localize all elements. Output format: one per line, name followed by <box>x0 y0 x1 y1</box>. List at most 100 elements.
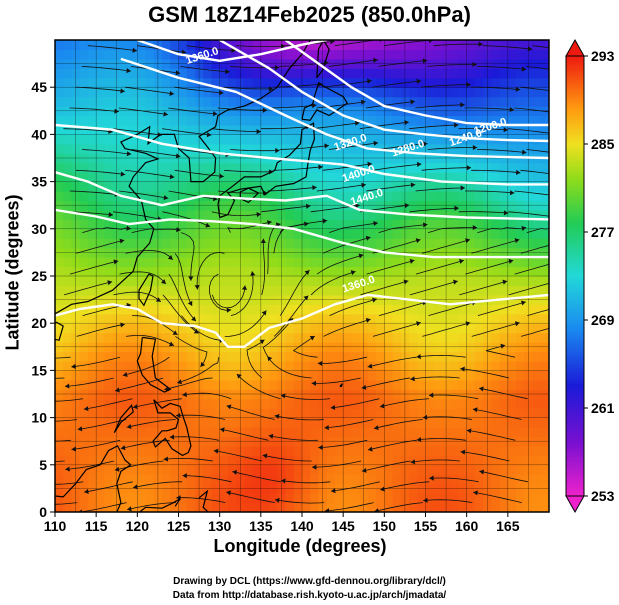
field-cell <box>334 209 344 220</box>
field-cell <box>433 68 443 79</box>
field-cell <box>186 153 196 164</box>
field-cell <box>96 219 105 230</box>
field-cell <box>343 502 352 512</box>
field-cell <box>483 200 492 211</box>
streamline-arrow <box>404 119 409 126</box>
field-cell <box>433 266 443 277</box>
field-cell <box>96 360 105 371</box>
field-cell <box>55 294 64 305</box>
field-cell <box>203 106 213 117</box>
field-cell <box>96 153 105 164</box>
field-cell <box>417 474 427 485</box>
field-cell <box>178 342 188 353</box>
field-cell <box>310 408 320 419</box>
field-cell <box>55 134 64 145</box>
field-cell <box>441 247 451 258</box>
field-cell <box>532 417 542 428</box>
field-cell <box>79 313 89 324</box>
field-cell <box>326 304 336 315</box>
field-cell <box>162 351 171 362</box>
streamline-arrow <box>521 66 527 72</box>
field-cell <box>112 436 122 447</box>
field-cell <box>194 172 204 183</box>
field-cell <box>269 285 278 296</box>
field-cell <box>334 445 344 456</box>
field-cell <box>310 360 320 371</box>
streamline-arrow <box>460 366 465 372</box>
field-cell <box>491 455 501 466</box>
field-cell <box>162 379 171 390</box>
field-cell <box>55 209 64 220</box>
streamline <box>267 186 317 192</box>
field-cell <box>499 360 509 371</box>
streamline-arrow <box>268 86 274 92</box>
field-cell <box>87 285 97 296</box>
coastline <box>55 40 349 512</box>
streamline <box>521 328 549 337</box>
field-cell <box>194 58 204 69</box>
streamline-arrow <box>379 403 385 409</box>
field-cell <box>219 115 229 126</box>
field-cell <box>524 219 534 230</box>
streamline <box>470 86 521 91</box>
streamline <box>532 45 549 49</box>
field-cell <box>400 464 410 475</box>
field-cell <box>450 304 460 315</box>
field-cell <box>219 106 229 117</box>
field-cell <box>351 181 361 192</box>
field-cell <box>417 502 427 512</box>
field-cell <box>318 68 328 79</box>
field-cell <box>540 247 549 258</box>
field-cell <box>87 389 97 400</box>
field-cell <box>359 398 369 409</box>
field-cell <box>236 153 245 164</box>
field-cell <box>450 323 460 334</box>
field-cell <box>269 106 278 117</box>
field-cell <box>170 436 180 447</box>
field-cell <box>219 228 229 239</box>
field-cell <box>178 304 188 315</box>
field-cell <box>343 276 352 287</box>
field-cell <box>137 257 147 268</box>
field-cell <box>417 483 427 494</box>
field-cell <box>203 408 213 419</box>
field-cell <box>277 143 287 154</box>
field-cell <box>137 124 147 135</box>
streamline <box>186 45 236 51</box>
field-cell <box>507 427 517 438</box>
field-cell <box>87 181 97 192</box>
field-cell <box>409 115 418 126</box>
field-cell <box>227 276 237 287</box>
field-cell <box>203 294 213 305</box>
streamline-arrow <box>77 426 83 432</box>
field-cell <box>376 493 385 504</box>
field-cell <box>441 87 451 98</box>
field-cell <box>425 124 435 135</box>
field-cell <box>507 342 517 353</box>
field-cell <box>244 134 254 145</box>
field-cell <box>153 77 163 88</box>
field-cell <box>302 115 311 126</box>
field-cell <box>367 351 377 362</box>
field-cell <box>170 115 180 126</box>
field-cell <box>441 68 451 79</box>
field-cell <box>244 436 254 447</box>
field-cell <box>63 181 73 192</box>
field-cell <box>392 87 402 98</box>
field-cell <box>269 115 278 126</box>
field-cell <box>450 464 460 475</box>
field-cell <box>441 266 451 277</box>
field-cell <box>310 427 320 438</box>
height-contour <box>55 171 549 221</box>
streamline <box>422 416 473 420</box>
field-cell <box>351 445 361 456</box>
field-cell <box>450 191 460 202</box>
field-cell <box>55 172 64 183</box>
field-cell <box>326 106 336 117</box>
field-cell <box>532 87 542 98</box>
field-cell <box>384 408 394 419</box>
field-cell <box>277 294 287 305</box>
field-cell <box>483 266 492 277</box>
field-cell <box>269 323 278 334</box>
field-cell <box>524 370 534 381</box>
